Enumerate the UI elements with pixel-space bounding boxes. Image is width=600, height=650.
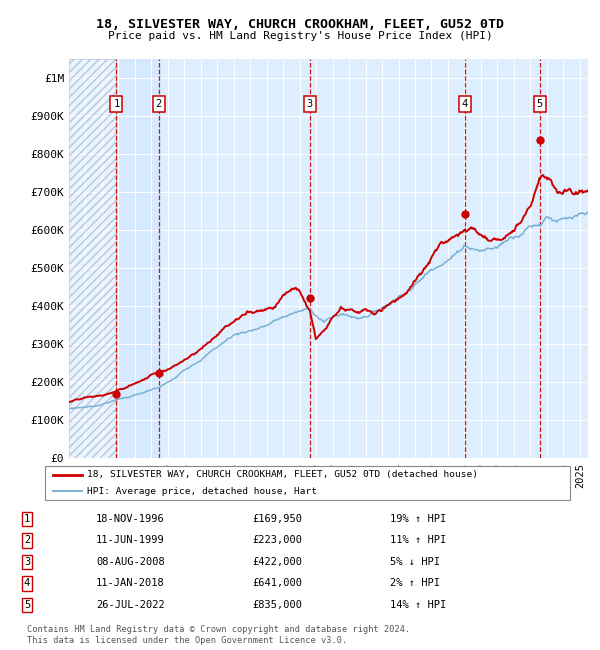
Text: 18, SILVESTER WAY, CHURCH CROOKHAM, FLEET, GU52 0TD: 18, SILVESTER WAY, CHURCH CROOKHAM, FLEE… [96,18,504,31]
Text: 2: 2 [155,99,162,109]
Text: 1: 1 [113,99,119,109]
Text: 5: 5 [536,99,543,109]
Text: 4: 4 [24,578,30,588]
Text: 3: 3 [24,557,30,567]
Bar [116,58,158,458]
FancyBboxPatch shape [44,465,571,500]
Text: 26-JUL-2022: 26-JUL-2022 [96,600,165,610]
Text: £169,950: £169,950 [252,514,302,524]
Text: £641,000: £641,000 [252,578,302,588]
Text: 2: 2 [24,536,30,545]
Text: Contains HM Land Registry data © Crown copyright and database right 2024.
This d: Contains HM Land Registry data © Crown c… [27,625,410,645]
Text: 4: 4 [462,99,468,109]
Text: 5% ↓ HPI: 5% ↓ HPI [390,557,440,567]
Text: 19% ↑ HPI: 19% ↑ HPI [390,514,446,524]
Text: £223,000: £223,000 [252,536,302,545]
Text: 11% ↑ HPI: 11% ↑ HPI [390,536,446,545]
Text: 18, SILVESTER WAY, CHURCH CROOKHAM, FLEET, GU52 0TD (detached house): 18, SILVESTER WAY, CHURCH CROOKHAM, FLEE… [87,470,478,479]
Text: Price paid vs. HM Land Registry's House Price Index (HPI): Price paid vs. HM Land Registry's House … [107,31,493,41]
Text: 2% ↑ HPI: 2% ↑ HPI [390,578,440,588]
Text: 18-NOV-1996: 18-NOV-1996 [96,514,165,524]
Text: 14% ↑ HPI: 14% ↑ HPI [390,600,446,610]
Text: 3: 3 [307,99,313,109]
Text: 1: 1 [24,514,30,524]
Text: HPI: Average price, detached house, Hart: HPI: Average price, detached house, Hart [87,487,317,496]
Text: 08-AUG-2008: 08-AUG-2008 [96,557,165,567]
Text: 11-JUN-1999: 11-JUN-1999 [96,536,165,545]
Text: 11-JAN-2018: 11-JAN-2018 [96,578,165,588]
Text: 5: 5 [24,600,30,610]
Text: £835,000: £835,000 [252,600,302,610]
Text: £422,000: £422,000 [252,557,302,567]
